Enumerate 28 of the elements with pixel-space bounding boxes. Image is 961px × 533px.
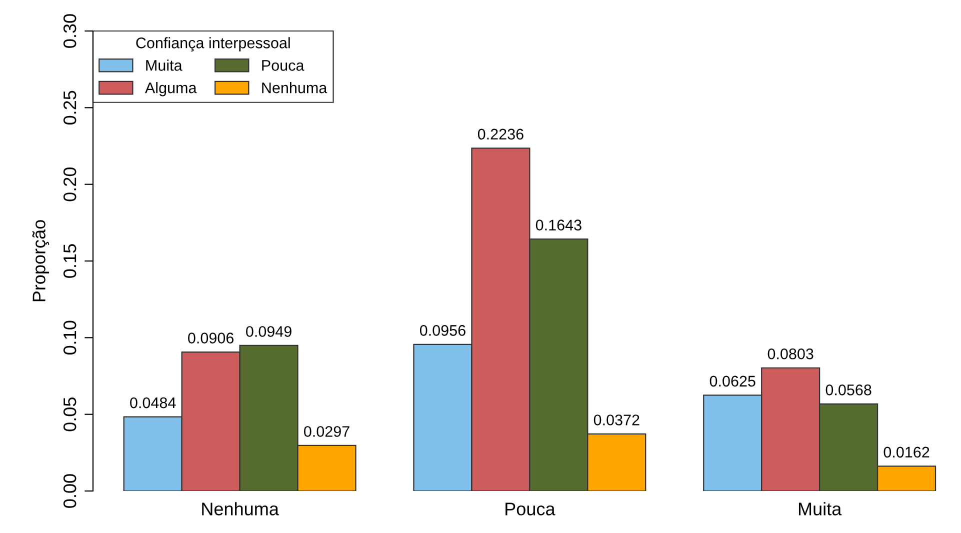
x-tick-label: Nenhuma	[202, 502, 279, 516]
y-tick-label: 0.15	[63, 244, 76, 278]
x-tick-label: Muita	[798, 502, 842, 516]
legend-label: Nenhuma	[262, 82, 328, 94]
y-tick-label: 0.20	[63, 167, 76, 202]
data-label: 0.0906	[188, 332, 234, 344]
data-label: 0.0484	[130, 397, 176, 408]
data-label: 0.0297	[304, 426, 350, 437]
data-label: 0.0803	[768, 348, 814, 360]
y-tick-label: 0.05	[63, 398, 76, 432]
data-label: 0.2236	[478, 128, 524, 140]
data-label: 0.0568	[826, 384, 872, 396]
y-tick-label: 0.30	[63, 14, 76, 48]
y-tick-label: 0.00	[63, 474, 76, 508]
legend-label: Alguma	[144, 82, 197, 96]
data-label: 0.0956	[420, 325, 466, 336]
data-label: 0.0625	[710, 376, 756, 387]
y-tick-label: 0.25	[63, 90, 76, 125]
data-label: 0.1643	[536, 220, 582, 230]
legend-label: Muita	[146, 60, 182, 71]
data-label: 0.0372	[594, 414, 640, 426]
legend-label: Pouca	[262, 60, 304, 71]
data-label: 0.0162	[884, 446, 930, 458]
y-axis-title: Proporção	[32, 220, 50, 302]
legend-title: Confiança interpessoal	[136, 37, 290, 52]
data-label: 0.0949	[246, 326, 292, 337]
y-tick-label: 0.10	[63, 320, 76, 355]
x-tick-label: Pouca	[506, 502, 556, 516]
